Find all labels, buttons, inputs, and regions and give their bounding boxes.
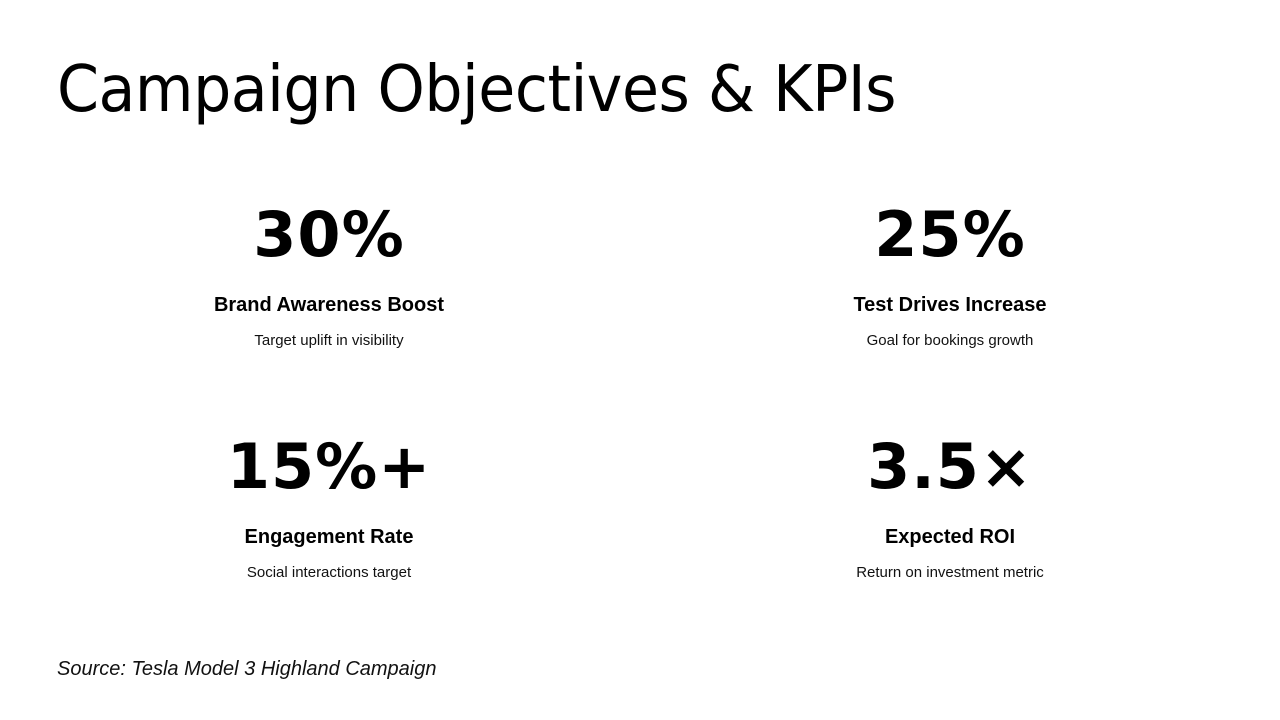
kpi-card-test-drives: 25% Test Drives Increase Goal for bookin… [740,200,1160,351]
kpi-description: Return on investment metric [856,564,1044,581]
kpi-label: Expected ROI [884,526,1016,548]
kpi-label: Test Drives Increase [853,294,1047,316]
kpi-card-brand-awareness: 30% Brand Awareness Boost Target uplift … [119,200,539,351]
kpi-description: Social interactions target [246,564,412,581]
page-title: Campaign Objectives & KPIs [57,53,897,127]
kpi-label: Brand Awareness Boost [213,294,445,316]
kpi-value: 3.5× [867,430,1033,503]
kpi-value: 15%+ [226,430,432,503]
source-note: Source: Tesla Model 3 Highland Campaign [57,658,437,680]
kpi-value: 25% [874,198,1026,271]
kpi-description: Goal for bookings growth [866,332,1034,349]
kpi-card-engagement-rate: 15%+ Engagement Rate Social interactions… [119,432,539,583]
kpi-description: Target uplift in visibility [254,332,404,349]
kpi-label: Engagement Rate [244,526,414,548]
kpi-value: 30% [253,198,405,271]
kpi-card-expected-roi: 3.5× Expected ROI Return on investment m… [740,432,1160,583]
